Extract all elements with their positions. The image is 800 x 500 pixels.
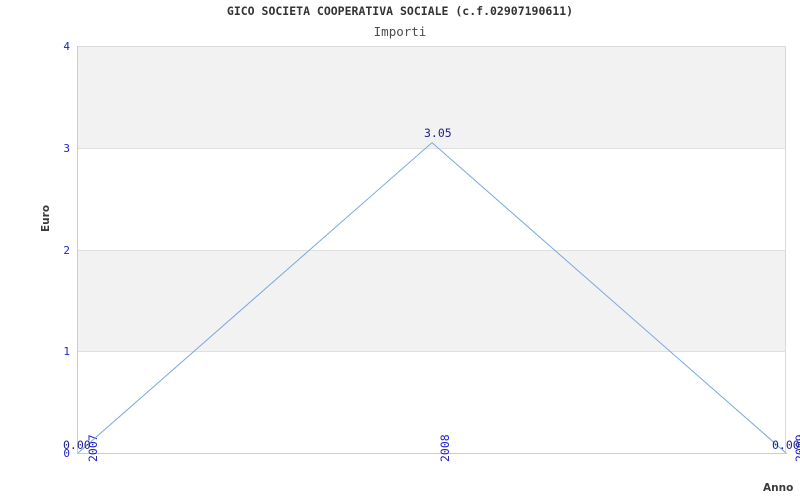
x-axis-spine	[78, 453, 787, 454]
y-tick-label-3: 3	[63, 141, 70, 155]
gridline-y-2	[78, 249, 786, 251]
x-axis-title: Anno	[763, 482, 794, 494]
y-tick-2: 2	[0, 245, 70, 256]
point-label-2008: 3.05	[424, 126, 452, 140]
y-axis-title: Euro	[40, 204, 52, 232]
y-tick-0: 0	[0, 448, 70, 459]
x-tick-label-2008: 2008	[438, 434, 452, 462]
plot-border-top	[78, 46, 786, 47]
chart-subtitle: Importi	[373, 24, 427, 39]
y-tick-label-4: 4	[63, 40, 70, 53]
point-label-2007: 0.00	[63, 438, 91, 452]
gridline-y-1	[78, 351, 786, 353]
y-tick-label-0: 0	[63, 447, 70, 460]
y-tick-4: 4	[0, 41, 70, 52]
point-label-2009: 0.00	[772, 438, 800, 452]
y-axis-spine	[77, 46, 78, 454]
background-band-2-1	[78, 249, 786, 352]
plot-area	[78, 46, 786, 453]
chart-title: GICO SOCIETA COOPERATIVA SOCIALE (c.f.02…	[226, 4, 574, 18]
y-tick-1: 1	[0, 346, 70, 357]
gridline-y-3	[78, 147, 786, 149]
y-tick-label-2: 2	[63, 243, 70, 257]
background-band-4-3	[78, 46, 786, 148]
y-tick-label-1: 1	[63, 345, 70, 359]
y-tick-3: 3	[0, 143, 70, 154]
